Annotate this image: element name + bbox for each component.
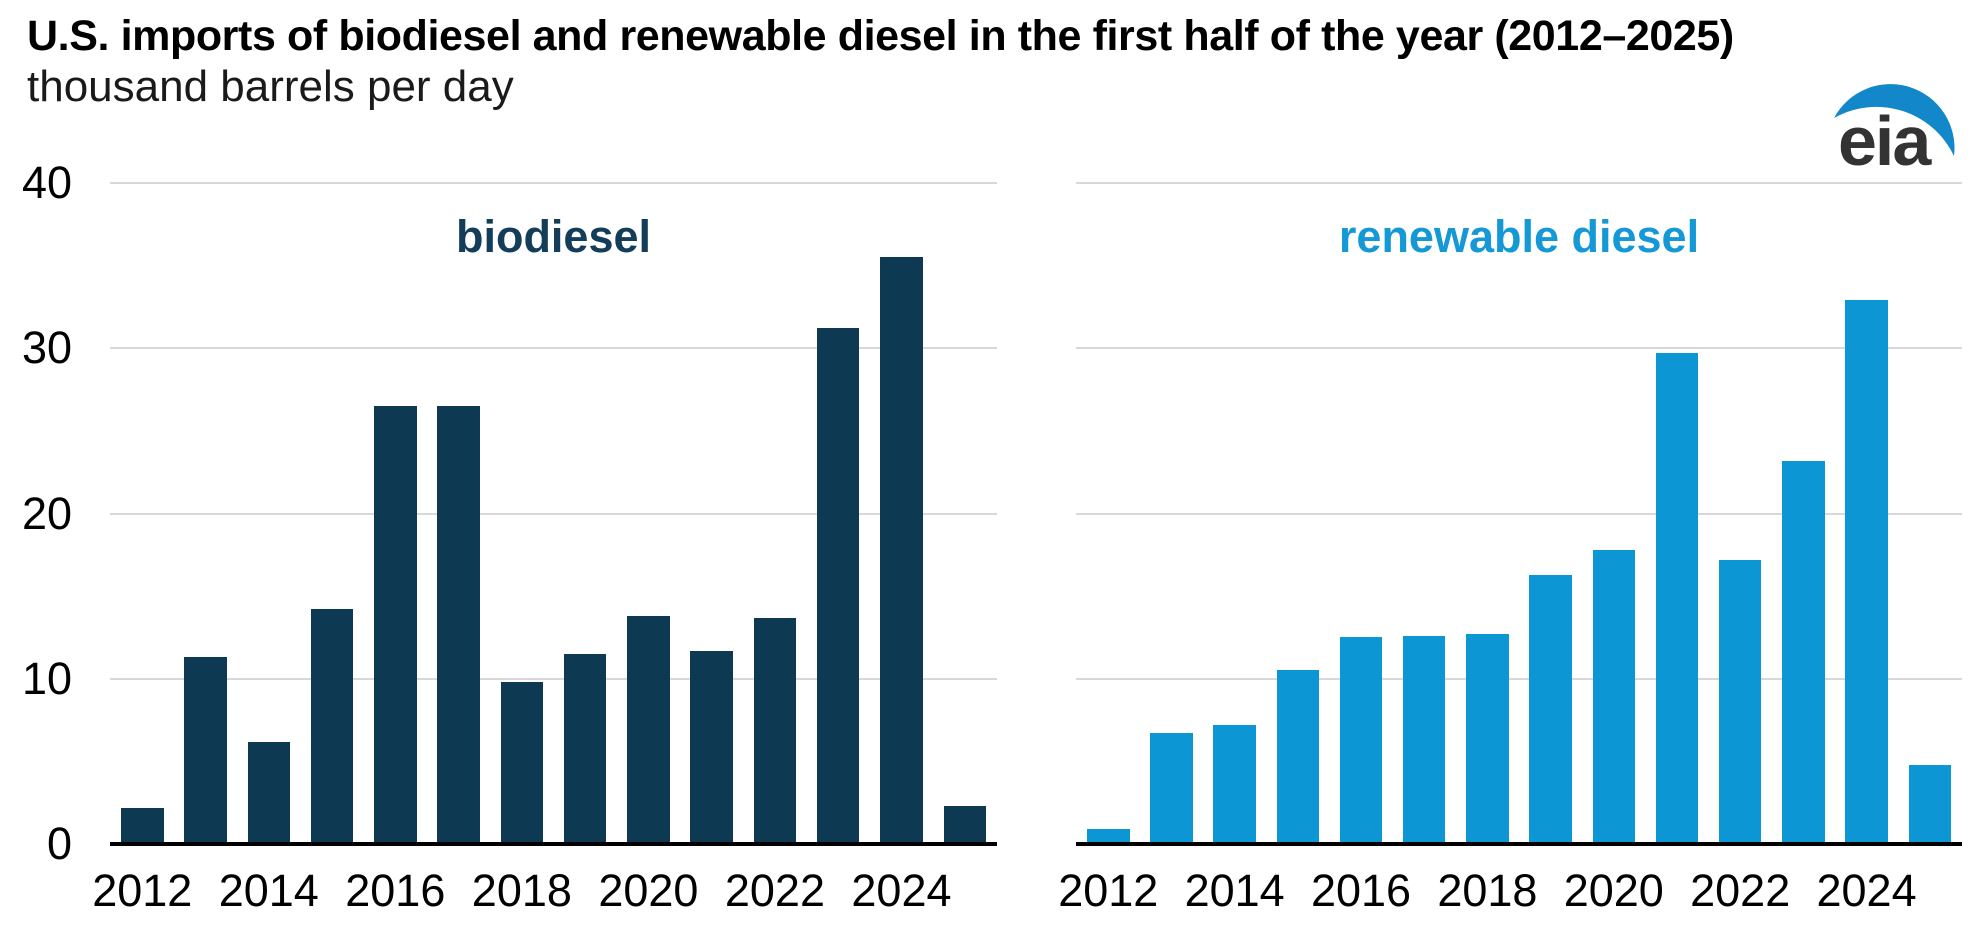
x-tick-label-biodiesel-2012: 2012 (92, 865, 193, 916)
gridline-30 (110, 347, 997, 350)
bar-biodiesel-2015 (310, 609, 354, 844)
chart-subtitle: thousand barrels per day (27, 62, 514, 111)
bar-renewable-diesel-2012 (1087, 829, 1130, 844)
bar-biodiesel-2021 (690, 650, 733, 844)
x-axis-line (110, 842, 997, 846)
chart-title: U.S. imports of biodiesel and renewable … (27, 12, 1734, 60)
x-tick-label-renewable-diesel-2014: 2014 (1184, 865, 1285, 916)
y-tick-label-30: 30 (21, 322, 72, 374)
bar-biodiesel-2024 (880, 257, 923, 844)
x-tick-label-renewable-diesel-2016: 2016 (1310, 865, 1412, 916)
x-tick-label-biodiesel-2014: 2014 (218, 865, 319, 916)
bar-biodiesel-2020 (627, 615, 670, 844)
x-tick-label-renewable-diesel-2022: 2022 (1690, 865, 1791, 916)
bar-biodiesel-2017 (437, 406, 480, 844)
bar-biodiesel-2019 (563, 653, 607, 844)
bar-renewable-diesel-2017 (1402, 635, 1446, 844)
eia-swoosh-icon (1834, 84, 1955, 156)
bar-renewable-diesel-2024 (1845, 300, 1888, 844)
y-tick-label-0: 0 (46, 818, 72, 869)
bar-renewable-diesel-2020 (1592, 549, 1636, 844)
bar-renewable-diesel-2025 (1908, 764, 1951, 844)
renewable-diesel-panel: renewable diesel 2012 2014 2016 2018 2020 2022… (1058, 182, 1962, 935)
panel-title-biodiesel: biodiesel (455, 211, 652, 262)
bar-renewable-diesel-2018 (1466, 634, 1509, 844)
eia-logo: eia (1832, 70, 1982, 180)
y-tick-label-40: 40 (21, 157, 72, 208)
x-tick-label-biodiesel-2020: 2020 (598, 865, 699, 916)
bar-biodiesel-2014 (247, 741, 291, 844)
x-tick-label-biodiesel-2016: 2016 (345, 865, 446, 916)
bar-renewable-diesel-2021 (1655, 353, 1699, 844)
eia-logo-text: eia (1838, 102, 1931, 180)
y-tick-label-10: 10 (21, 652, 72, 704)
bar-renewable-diesel-2015 (1276, 670, 1320, 844)
gridline-30 (1076, 347, 1962, 350)
bar-biodiesel-2018 (500, 682, 544, 844)
y-tick-label-20: 20 (21, 487, 72, 539)
x-tick-label-biodiesel-2024: 2024 (851, 865, 952, 916)
bar-renewable-diesel-2023 (1782, 460, 1825, 844)
gridline-10 (110, 677, 997, 680)
x-tick-label-biodiesel-2018: 2018 (471, 865, 572, 916)
bar-renewable-diesel-2013 (1150, 733, 1193, 844)
bar-renewable-diesel-2019 (1529, 574, 1572, 844)
bar-renewable-diesel-2014 (1213, 725, 1256, 844)
x-tick-label-renewable-diesel-2018: 2018 (1437, 865, 1538, 916)
gridline-20 (110, 512, 997, 515)
bar-biodiesel-2013 (184, 657, 227, 844)
bar-biodiesel-2012 (121, 807, 164, 844)
bar-biodiesel-2016 (374, 406, 417, 844)
x-tick-label-renewable-diesel-2020: 2020 (1563, 865, 1664, 916)
x-tick-label-renewable-diesel-2012: 2012 (1058, 865, 1159, 916)
bar-biodiesel-2025 (943, 805, 986, 844)
bar-renewable-diesel-2022 (1718, 559, 1762, 844)
bar-biodiesel-2022 (753, 617, 797, 844)
x-axis-line (1076, 842, 1962, 846)
gridline-20 (1076, 512, 1962, 515)
x-tick-label-biodiesel-2022: 2022 (724, 865, 825, 916)
gridline-10 (1076, 677, 1962, 680)
x-tick-label-renewable-diesel-2024: 2024 (1816, 865, 1917, 916)
bar-renewable-diesel-2016 (1339, 637, 1383, 844)
biodiesel-panel: biodiesel 2012 2014 2016 2018 2020 2022 2024 (92, 182, 997, 935)
gridline-40 (110, 182, 997, 184)
gridline-40 (1076, 182, 1962, 184)
bar-biodiesel-2023 (816, 328, 860, 844)
panel-title-renewable-diesel: renewable diesel (1338, 211, 1700, 262)
